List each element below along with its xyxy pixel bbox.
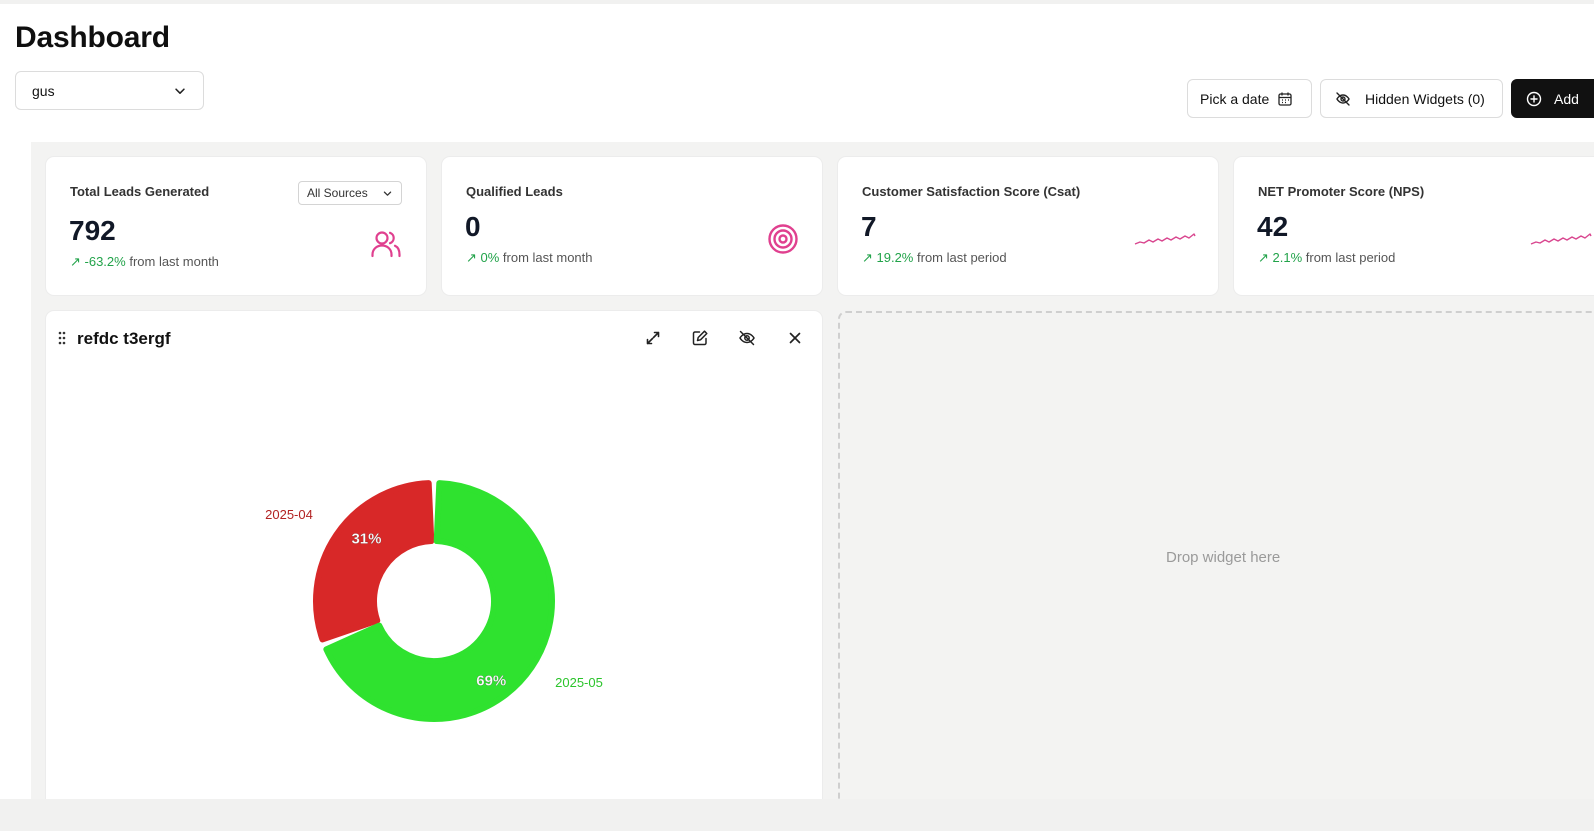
metric-change: ↗ -63.2% from last month xyxy=(70,254,219,270)
metric-change-suffix: from last month xyxy=(129,254,219,269)
dashboard-page: Dashboard gus Pick a date Hidden Widgets… xyxy=(0,4,1594,811)
widget-board: Total Leads Generated All Sources 792 ↗ … xyxy=(31,142,1594,811)
slice-category-label: 2025-04 xyxy=(265,507,313,522)
sparkline-icon xyxy=(1530,233,1592,245)
metric-change-suffix: from last month xyxy=(502,250,593,265)
metric-change: ↗ 0% from last month xyxy=(466,250,593,266)
slice-percent-label: 31% xyxy=(351,530,381,547)
metric-card-qualified-leads: Qualified Leads 0 ↗ 0% from last month xyxy=(442,157,822,295)
close-widget-button[interactable] xyxy=(786,329,804,347)
plus-circle-icon xyxy=(1526,91,1542,106)
metric-change-suffix: from last period xyxy=(1305,250,1396,265)
metric-value: 0 xyxy=(465,211,481,242)
chevron-down-icon xyxy=(175,87,185,94)
metric-change-value: ↗ -63.2% xyxy=(70,254,126,269)
metric-value: 7 xyxy=(861,211,877,242)
metric-card-csat: Customer Satisfaction Score (Csat) 7 ↗ 1… xyxy=(838,157,1218,295)
edit-button[interactable] xyxy=(691,329,709,347)
metric-change-value: ↗ 2.1% xyxy=(1258,250,1303,265)
hidden-widgets-button[interactable]: Hidden Widgets (0) xyxy=(1320,79,1503,118)
pick-date-label: Pick a date xyxy=(1200,90,1270,107)
metric-change-value: ↗ 0% xyxy=(466,250,500,265)
slice-category-label: 2025-05 xyxy=(555,675,603,690)
sparkline-icon xyxy=(1134,233,1196,245)
metric-title: Customer Satisfaction Score (Csat) xyxy=(862,184,1081,199)
users-icon xyxy=(371,231,401,258)
drop-zone-label: Drop widget here xyxy=(1166,549,1281,566)
sources-select[interactable]: All Sources xyxy=(298,181,402,205)
drag-handle-icon[interactable] xyxy=(58,331,66,345)
slice-percent-label: 69% xyxy=(476,673,506,690)
close-icon xyxy=(789,332,801,344)
metric-change-value: ↗ 19.2% xyxy=(862,250,914,265)
donut-slice-2025-04[interactable] xyxy=(313,480,435,643)
edit-icon xyxy=(692,330,708,346)
metric-card-total-leads: Total Leads Generated All Sources 792 ↗ … xyxy=(46,157,426,295)
sources-select-value: All Sources xyxy=(307,186,368,200)
expand-button[interactable] xyxy=(644,329,662,347)
dashboard-select-value: gus xyxy=(32,82,55,99)
widget-title: refdc t3ergf xyxy=(77,329,171,348)
expand-icon xyxy=(646,331,660,345)
window-top-strip xyxy=(0,0,1594,4)
hide-icon xyxy=(739,330,755,346)
hide-widget-button[interactable] xyxy=(738,329,756,347)
calendar-icon xyxy=(1278,92,1292,106)
metric-change-suffix: from last period xyxy=(917,250,1007,265)
metric-change: ↗ 19.2% from last period xyxy=(862,250,1007,266)
target-icon xyxy=(768,224,798,254)
metric-value: 792 xyxy=(69,215,116,246)
metric-title: Total Leads Generated xyxy=(70,184,210,199)
chevron-down-icon xyxy=(383,191,392,196)
metric-value: 42 xyxy=(1257,211,1289,242)
hidden-widgets-label: Hidden Widgets (0) xyxy=(1365,90,1485,107)
pick-date-button[interactable]: Pick a date xyxy=(1187,79,1312,118)
eye-off-icon xyxy=(1336,91,1350,106)
window-bottom-strip xyxy=(0,799,1594,831)
metric-card-nps: NET Promoter Score (NPS) 42 ↗ 2.1% from … xyxy=(1234,157,1594,295)
dashboard-select[interactable]: gus xyxy=(15,71,204,110)
donut-slice-2025-05[interactable] xyxy=(323,480,555,722)
metric-title: Qualified Leads xyxy=(466,184,563,199)
add-widget-button[interactable]: Add xyxy=(1511,79,1594,118)
chart-widget: refdc t3ergf 31% 2025-04 69% 2025-05 xyxy=(46,311,822,811)
page-title: Dashboard xyxy=(15,21,170,54)
donut-chart: 31% 2025-04 69% 2025-05 xyxy=(265,480,603,722)
metric-change: ↗ 2.1% from last period xyxy=(1258,250,1395,266)
add-widget-label: Add xyxy=(1554,90,1579,107)
metric-title: NET Promoter Score (NPS) xyxy=(1258,184,1425,199)
drop-zone[interactable]: Drop widget here xyxy=(838,311,1594,811)
